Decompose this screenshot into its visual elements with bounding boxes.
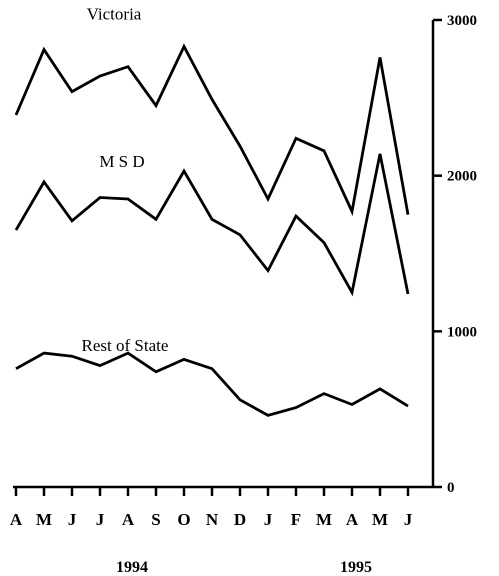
series-lines	[14, 43, 410, 417]
x-tick-label: O	[177, 510, 190, 529]
year-label: 1995	[340, 559, 372, 576]
axes	[13, 18, 442, 496]
y-tick-label: 0	[447, 480, 455, 496]
x-tick-label: F	[291, 510, 301, 529]
y-tick-label: 1000	[447, 324, 477, 340]
x-tick-label: M	[36, 510, 52, 529]
series-label: Victoria	[87, 5, 142, 24]
x-tick-label: J	[264, 510, 273, 529]
x-tick-label: J	[96, 510, 105, 529]
y-tick-label: 3000	[447, 13, 477, 29]
series-label: M S D	[99, 152, 144, 171]
series-line-2	[15, 351, 409, 417]
x-tick-label: A	[122, 510, 135, 529]
x-tick-label: N	[206, 510, 219, 529]
x-tick-label: A	[346, 510, 359, 529]
x-tick-label: D	[234, 510, 246, 529]
series-label: Rest of State	[82, 336, 169, 355]
x-tick-label: M	[316, 510, 332, 529]
series-line-1	[14, 153, 410, 297]
year-label: 1994	[116, 559, 148, 576]
y-tick-label: 2000	[447, 169, 477, 185]
series-line-0	[14, 43, 410, 217]
x-tick-label: M	[372, 510, 388, 529]
x-tick-label: J	[68, 510, 77, 529]
x-tick-label: J	[404, 510, 413, 529]
x-tick-label: S	[151, 510, 160, 529]
x-tick-label: A	[10, 510, 23, 529]
